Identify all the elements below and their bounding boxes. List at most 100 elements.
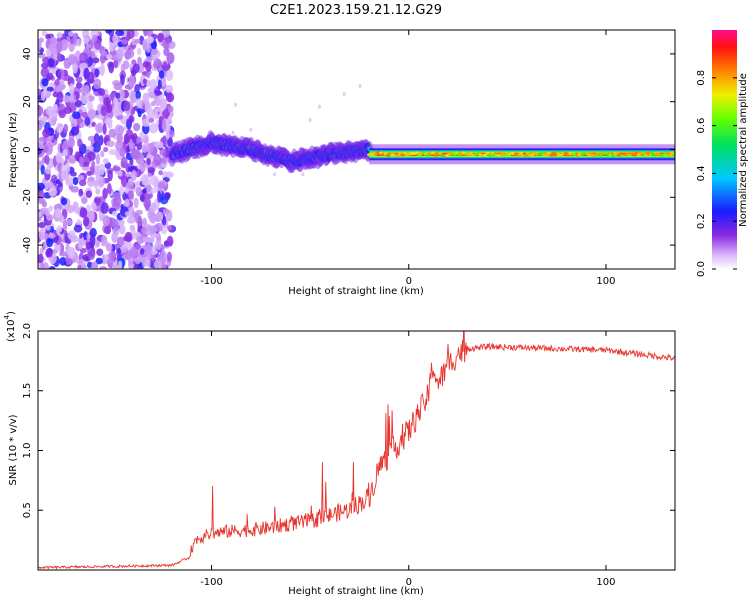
spectrogram-cell (102, 187, 108, 199)
spectrogram-cell (73, 56, 79, 64)
spectrogram-cell (92, 34, 98, 42)
spectrogram-cell (596, 151, 602, 155)
x-tick-label: 0 (406, 276, 412, 287)
spectrogram-cell (145, 72, 151, 79)
spectrogram-cell (75, 76, 83, 83)
spectrogram-cell (162, 158, 167, 165)
spectrogram-cell (56, 52, 62, 63)
spectrogram-cell (113, 82, 123, 91)
spectrogram-cell (85, 241, 91, 251)
spectrogram-cell (308, 117, 312, 122)
spectrogram-cell (273, 172, 277, 177)
snr-panel: -100 0 100 0.5 1.0 1.5 2.0 Height of straight… (3, 311, 676, 597)
spectrogram-cell (84, 84, 90, 95)
snr-scale-exponent: 4 (3, 314, 11, 319)
spectrogram-cell (75, 124, 80, 135)
spectrogram-cell (135, 186, 143, 197)
spectrogram-cell (144, 101, 152, 114)
spectrogram-cell (95, 198, 101, 207)
spectrogram-cell (81, 111, 88, 119)
spectrogram-cell (56, 40, 63, 53)
spectrogram-cell (153, 58, 162, 70)
spectrogram-cell (142, 38, 149, 51)
spectrogram-ylabel: Frequency (Hz) (8, 112, 19, 188)
spectrogram-cell (39, 195, 45, 204)
spectrogram-cell (146, 157, 151, 166)
spectrogram-cell (74, 99, 82, 108)
colorbar-label: Normalized spectral amplitude (738, 73, 749, 227)
spectrogram-cell (38, 123, 43, 131)
spectrogram-cell (95, 257, 103, 265)
spectrogram-cell (51, 117, 57, 125)
spectrogram-cell (38, 160, 44, 166)
spectrogram-cell (97, 88, 106, 96)
spectrogram-cell (147, 36, 154, 44)
spectrogram-cell (38, 182, 46, 191)
spectrogram-cell (125, 129, 134, 142)
y-tick-label: 40 (22, 48, 33, 61)
spectrogram-cell (99, 265, 108, 269)
spectrogram-cell (91, 121, 96, 127)
spectrogram-cell (135, 243, 142, 250)
spectrogram-cell (139, 160, 146, 173)
spectrogram-cell (128, 75, 136, 88)
spectrogram-cell (62, 149, 68, 157)
spectrogram-cell (89, 227, 97, 238)
spectrogram-cell (61, 143, 69, 150)
spectrogram-cell (102, 123, 107, 135)
spectrogram-cell (70, 171, 77, 177)
spectrogram-cell (120, 73, 125, 86)
spectrogram-cell (165, 171, 174, 178)
spectrogram-cell (125, 182, 135, 190)
spectrogram-cell (497, 154, 502, 158)
spectrogram-cell (91, 57, 100, 64)
spectrogram-cell (92, 141, 101, 153)
spectrogram-cell (134, 231, 142, 238)
spectrogram-cell (72, 176, 79, 185)
spectrogram-cell (161, 119, 167, 131)
spectrogram-cell (145, 61, 152, 72)
spectrogram-cell (69, 38, 75, 45)
spectrogram-cell (165, 84, 174, 94)
spectrogram-cell (48, 41, 58, 54)
spectrogram-cell (165, 92, 175, 103)
spectrogram-cell (46, 248, 53, 258)
spectrogram-cell (79, 247, 87, 254)
y-tick-label: -20 (22, 189, 33, 205)
spectrogram-cell (86, 261, 93, 269)
spectrogram-cell (78, 179, 87, 187)
spectrogram-cell (56, 225, 63, 233)
spectrogram-cell (80, 93, 90, 105)
spectrogram-cell (75, 82, 83, 89)
spectrogram-xlabel: Height of straight line (km) (288, 286, 424, 297)
spectrogram-cell (100, 202, 109, 214)
spectrogram-cell (121, 39, 128, 45)
spectrogram-cell (95, 188, 101, 195)
spectrogram-cell (63, 123, 69, 134)
spectrogram-cell (119, 185, 125, 196)
spectrogram-cell (137, 215, 143, 227)
spectrogram-cell (414, 151, 419, 155)
spectrogram-cell (41, 201, 48, 208)
spectrogram-cell (157, 79, 162, 90)
snr-frame (37, 330, 676, 571)
spectrogram-cell (150, 202, 157, 213)
spectrogram-cell (109, 43, 115, 52)
spectrogram-cell (72, 63, 78, 74)
spectrogram-cell (156, 211, 164, 222)
spectrogram-cell (155, 106, 165, 112)
spectrogram-cell (91, 261, 99, 269)
spectrogram-cell (83, 67, 90, 80)
spectrogram-cell (70, 235, 79, 243)
spectrogram-cell (89, 165, 95, 176)
spectrogram-cell (131, 169, 137, 181)
spectrogram-cell (50, 36, 57, 44)
spectrogram-cell (79, 207, 88, 219)
spectrogram-cell (72, 111, 81, 120)
y-tick-label: -40 (22, 237, 33, 253)
spectrogram-cell (234, 102, 238, 107)
spectrogram-cell (118, 88, 125, 101)
spectrogram-cell (146, 184, 152, 193)
spectrogram-cell (156, 141, 164, 149)
spectrogram-cell (115, 92, 121, 99)
